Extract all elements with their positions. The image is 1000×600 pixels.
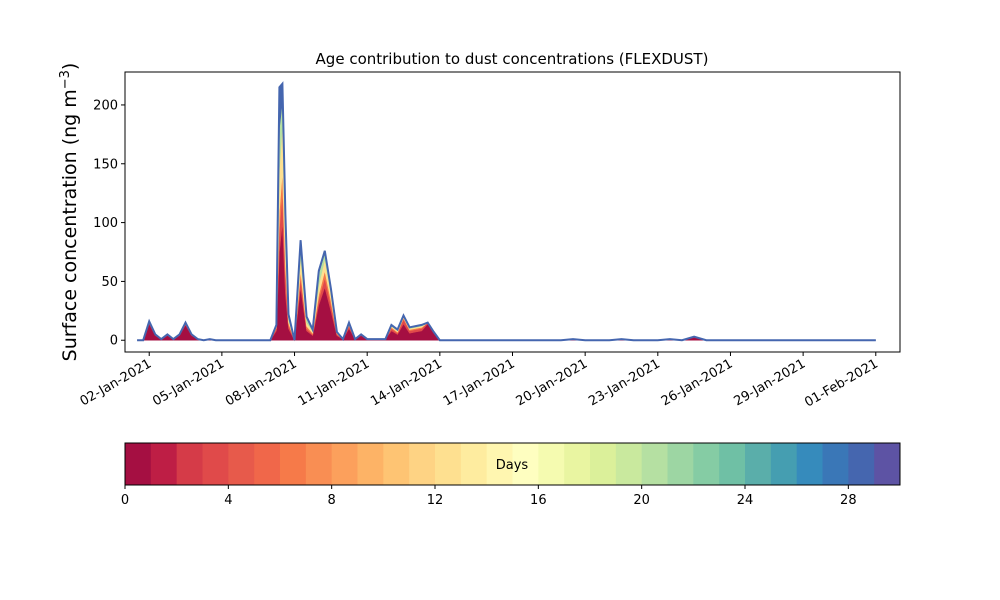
colorbar-segment	[176, 443, 203, 485]
colorbar-segment	[590, 443, 617, 485]
colorbar-segment	[460, 443, 488, 485]
colorbar-segment	[538, 443, 565, 485]
colorbar-segment	[486, 443, 513, 485]
colorbar-segment	[280, 443, 307, 485]
y-axis-label: Surface concentration (ng m−3)	[58, 63, 82, 362]
colorbar-segment	[150, 443, 178, 485]
colorbar-tick-label: 20	[633, 493, 650, 508]
colorbar-segment	[874, 443, 901, 485]
colorbar-segment	[435, 443, 462, 485]
colorbar-segment	[512, 443, 539, 485]
colorbar-segment	[564, 443, 591, 485]
y-tick-label: 150	[93, 157, 118, 172]
y-axis-label-close: )	[59, 63, 81, 70]
plot-area	[137, 81, 876, 342]
colorbar-label: Days	[496, 458, 529, 473]
colorbar-tick-label: 8	[328, 493, 336, 508]
y-tick-label: 0	[110, 334, 118, 349]
colorbar-segment	[305, 443, 333, 485]
colorbar-tick-label: 16	[530, 493, 547, 508]
colorbar-frame	[124, 442, 901, 486]
colorbar-segment	[254, 443, 281, 485]
y-tick-label: 100	[93, 216, 118, 231]
y-axis-label-exponent: −3	[58, 70, 73, 89]
y-tick-label: 200	[93, 98, 118, 113]
colorbar-segment	[615, 443, 643, 485]
colorbar-tick-label: 28	[840, 493, 857, 508]
colorbar-tick-label: 4	[224, 493, 232, 508]
colorbar-segment	[848, 443, 875, 485]
colorbar-segment	[331, 443, 358, 485]
colorbar-segment	[228, 443, 255, 485]
colorbar-tick-label: 0	[121, 493, 129, 508]
y-tick-label: 50	[101, 275, 118, 290]
colorbar-segment	[125, 443, 152, 485]
y-axis: 0 50 100 150 200	[93, 98, 125, 349]
colorbar: 0 4 8 12 16 20 24 28	[121, 442, 901, 508]
colorbar-segment	[202, 443, 229, 485]
colorbar-segment	[667, 443, 694, 485]
colorbar-segment	[409, 443, 436, 485]
colorbar-segment	[822, 443, 849, 485]
colorbar-tick-label: 24	[737, 493, 754, 508]
total-outline-line	[137, 81, 876, 342]
colorbar-segment	[357, 443, 384, 485]
colorbar-segment	[745, 443, 772, 485]
colorbar-segment	[383, 443, 410, 485]
colorbar-segment	[796, 443, 823, 485]
colorbar-tick-label: 12	[427, 493, 444, 508]
colorbar-segment	[693, 443, 720, 485]
colorbar-segment	[641, 443, 668, 485]
colorbar-segment	[770, 443, 798, 485]
chart-title: Age contribution to dust concentrations …	[316, 50, 709, 68]
colorbar-segment	[719, 443, 746, 485]
y-axis-label-text: Surface concentration (ng m	[59, 89, 81, 361]
